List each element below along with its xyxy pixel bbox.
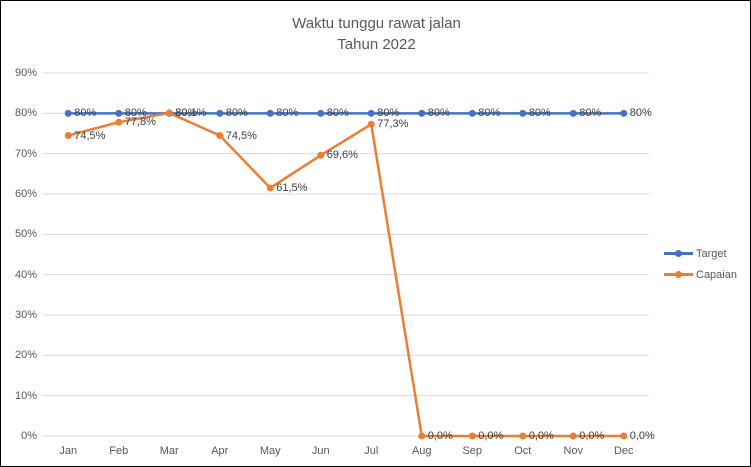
data-point-capaian-jul: [367, 120, 375, 128]
data-point-target-jun: [317, 109, 325, 117]
series-line-capaian: [67, 111, 624, 438]
data-point-capaian-nov: [569, 432, 577, 440]
legend-label-capaian: Capaian: [696, 268, 737, 281]
data-point-capaian-aug: [418, 432, 426, 440]
data-point-target-jan: [64, 109, 72, 117]
legend-item-capaian: Capaian: [664, 264, 737, 285]
chart-title: Waktu tunggu rawat jalan Tahun 2022: [1, 13, 750, 55]
data-point-target-nov: [569, 109, 577, 117]
data-point-capaian-jun: [317, 151, 325, 159]
data-point-target-jul: [367, 109, 375, 117]
legend-item-target: Target: [664, 243, 737, 264]
data-point-capaian-feb: [115, 118, 123, 126]
data-point-capaian-apr: [216, 132, 224, 140]
data-point-capaian-mar: [165, 109, 173, 117]
data-point-capaian-dec: [620, 432, 628, 440]
legend-label-target: Target: [696, 247, 727, 260]
chart-title-line1: Waktu tunggu rawat jalan: [292, 15, 461, 32]
data-point-capaian-jan: [64, 132, 72, 140]
capaian-series-marker-icon: [664, 270, 693, 279]
legend-dot: [675, 271, 682, 278]
data-point-target-may: [266, 109, 274, 117]
data-point-target-oct: [519, 109, 527, 117]
legend-dot: [675, 250, 682, 257]
data-point-target-apr: [216, 109, 224, 117]
target-series-marker-icon: [664, 249, 693, 258]
data-point-target-dec: [620, 109, 628, 117]
chart-title-line2: Tahun 2022: [337, 36, 416, 53]
data-point-target-aug: [418, 109, 426, 117]
data-point-target-feb: [115, 109, 123, 117]
data-point-capaian-sep: [468, 432, 476, 440]
data-point-capaian-oct: [519, 432, 527, 440]
data-point-target-sep: [468, 109, 476, 117]
legend: Target Capaian: [664, 243, 737, 285]
data-point-capaian-may: [266, 184, 274, 192]
